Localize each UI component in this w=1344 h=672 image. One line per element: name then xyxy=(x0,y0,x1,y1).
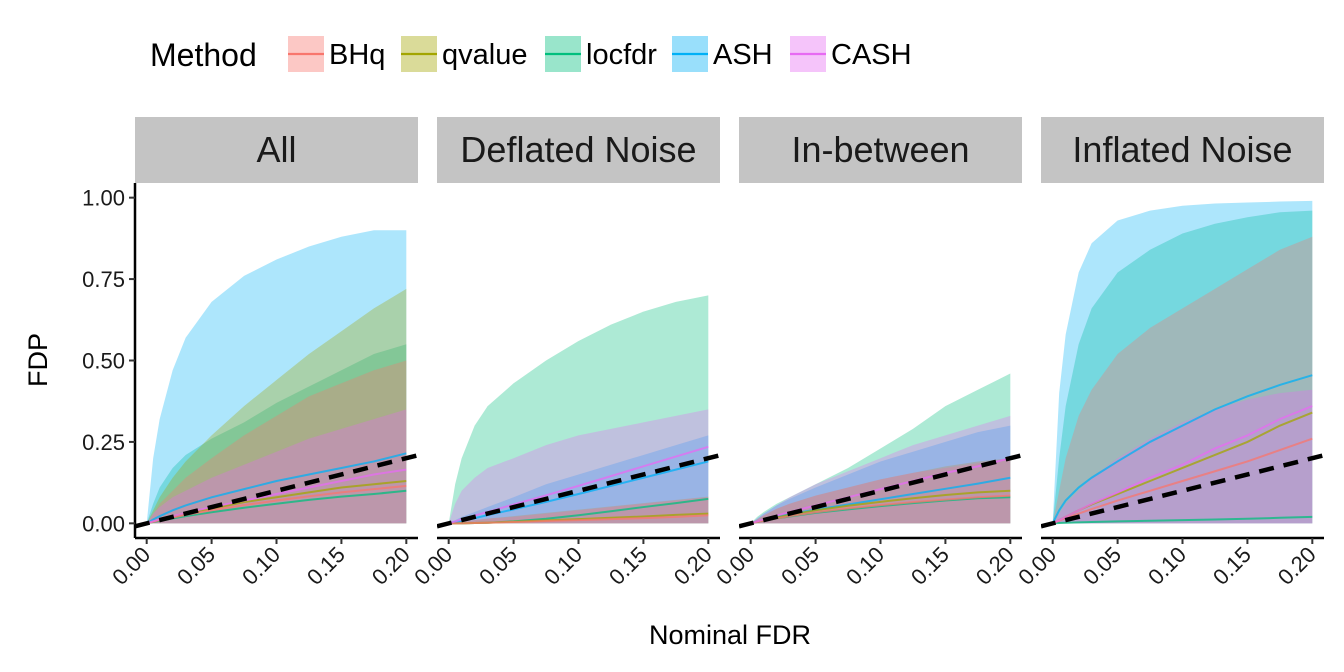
panel-strip xyxy=(135,117,418,183)
panel-title: In-between xyxy=(791,129,969,170)
legend: Method BHq qvalue locfdr ASH CASH xyxy=(150,36,912,73)
mean-line-ash xyxy=(1051,374,1313,524)
mean-line-bhq xyxy=(1052,437,1313,525)
ribbon-locfdr xyxy=(750,373,1011,524)
plot-area xyxy=(437,295,720,529)
y-tick-label: 0.25 xyxy=(82,430,125,455)
y-axis-title: FDP xyxy=(23,333,53,387)
panel-strip xyxy=(739,117,1022,183)
x-axis-title: Nominal FDR xyxy=(649,620,811,650)
y-tick-label: 1.00 xyxy=(82,186,125,211)
legend-label-bhq: BHq xyxy=(329,39,385,71)
plot-area xyxy=(1041,200,1324,529)
legend-title: Method xyxy=(150,37,257,73)
mean-line-ash xyxy=(146,452,407,525)
ribbon-ash xyxy=(146,230,407,524)
panel-title: All xyxy=(256,129,296,170)
mean-line-cash xyxy=(750,457,1011,525)
mean-line-bhq xyxy=(750,494,1011,525)
mean-line-bhq xyxy=(448,514,709,525)
ribbon-cash xyxy=(448,409,709,524)
mean-line-cash xyxy=(448,445,709,525)
ribbon-bhq xyxy=(146,360,407,524)
mean-line-ash xyxy=(448,460,709,525)
mean-line-cash xyxy=(146,468,407,525)
legend-entries: BHq qvalue locfdr ASH CASH xyxy=(288,36,912,72)
y-tick-label: 0.00 xyxy=(82,511,125,536)
panel-strip xyxy=(437,117,720,183)
ribbon-locfdr xyxy=(146,344,407,524)
ribbon-cash xyxy=(146,409,407,524)
plot-area xyxy=(135,230,418,529)
mean-line-cash xyxy=(1052,405,1313,525)
ribbon-cash xyxy=(750,415,1011,524)
plot-area xyxy=(739,373,1022,529)
y-tick-label: 0.50 xyxy=(82,349,125,374)
ribbon-ash xyxy=(448,435,709,524)
ribbon-qvalue xyxy=(146,288,407,524)
legend-label-locfdr: locfdr xyxy=(586,39,657,71)
panel-strip xyxy=(1041,117,1324,183)
legend-label-qvalue: qvalue xyxy=(442,39,527,71)
ribbon-locfdr xyxy=(1052,210,1313,524)
panel-title: Deflated Noise xyxy=(460,129,696,170)
ribbon-cash xyxy=(1052,389,1313,524)
legend-label-cash: CASH xyxy=(831,39,912,71)
ribbon-bhq xyxy=(1052,236,1313,524)
legend-label-ash: ASH xyxy=(713,39,773,71)
y-tick-label: 0.75 xyxy=(82,267,125,292)
mean-line-locfdr xyxy=(1052,515,1313,525)
panel-title: Inflated Noise xyxy=(1072,129,1292,170)
